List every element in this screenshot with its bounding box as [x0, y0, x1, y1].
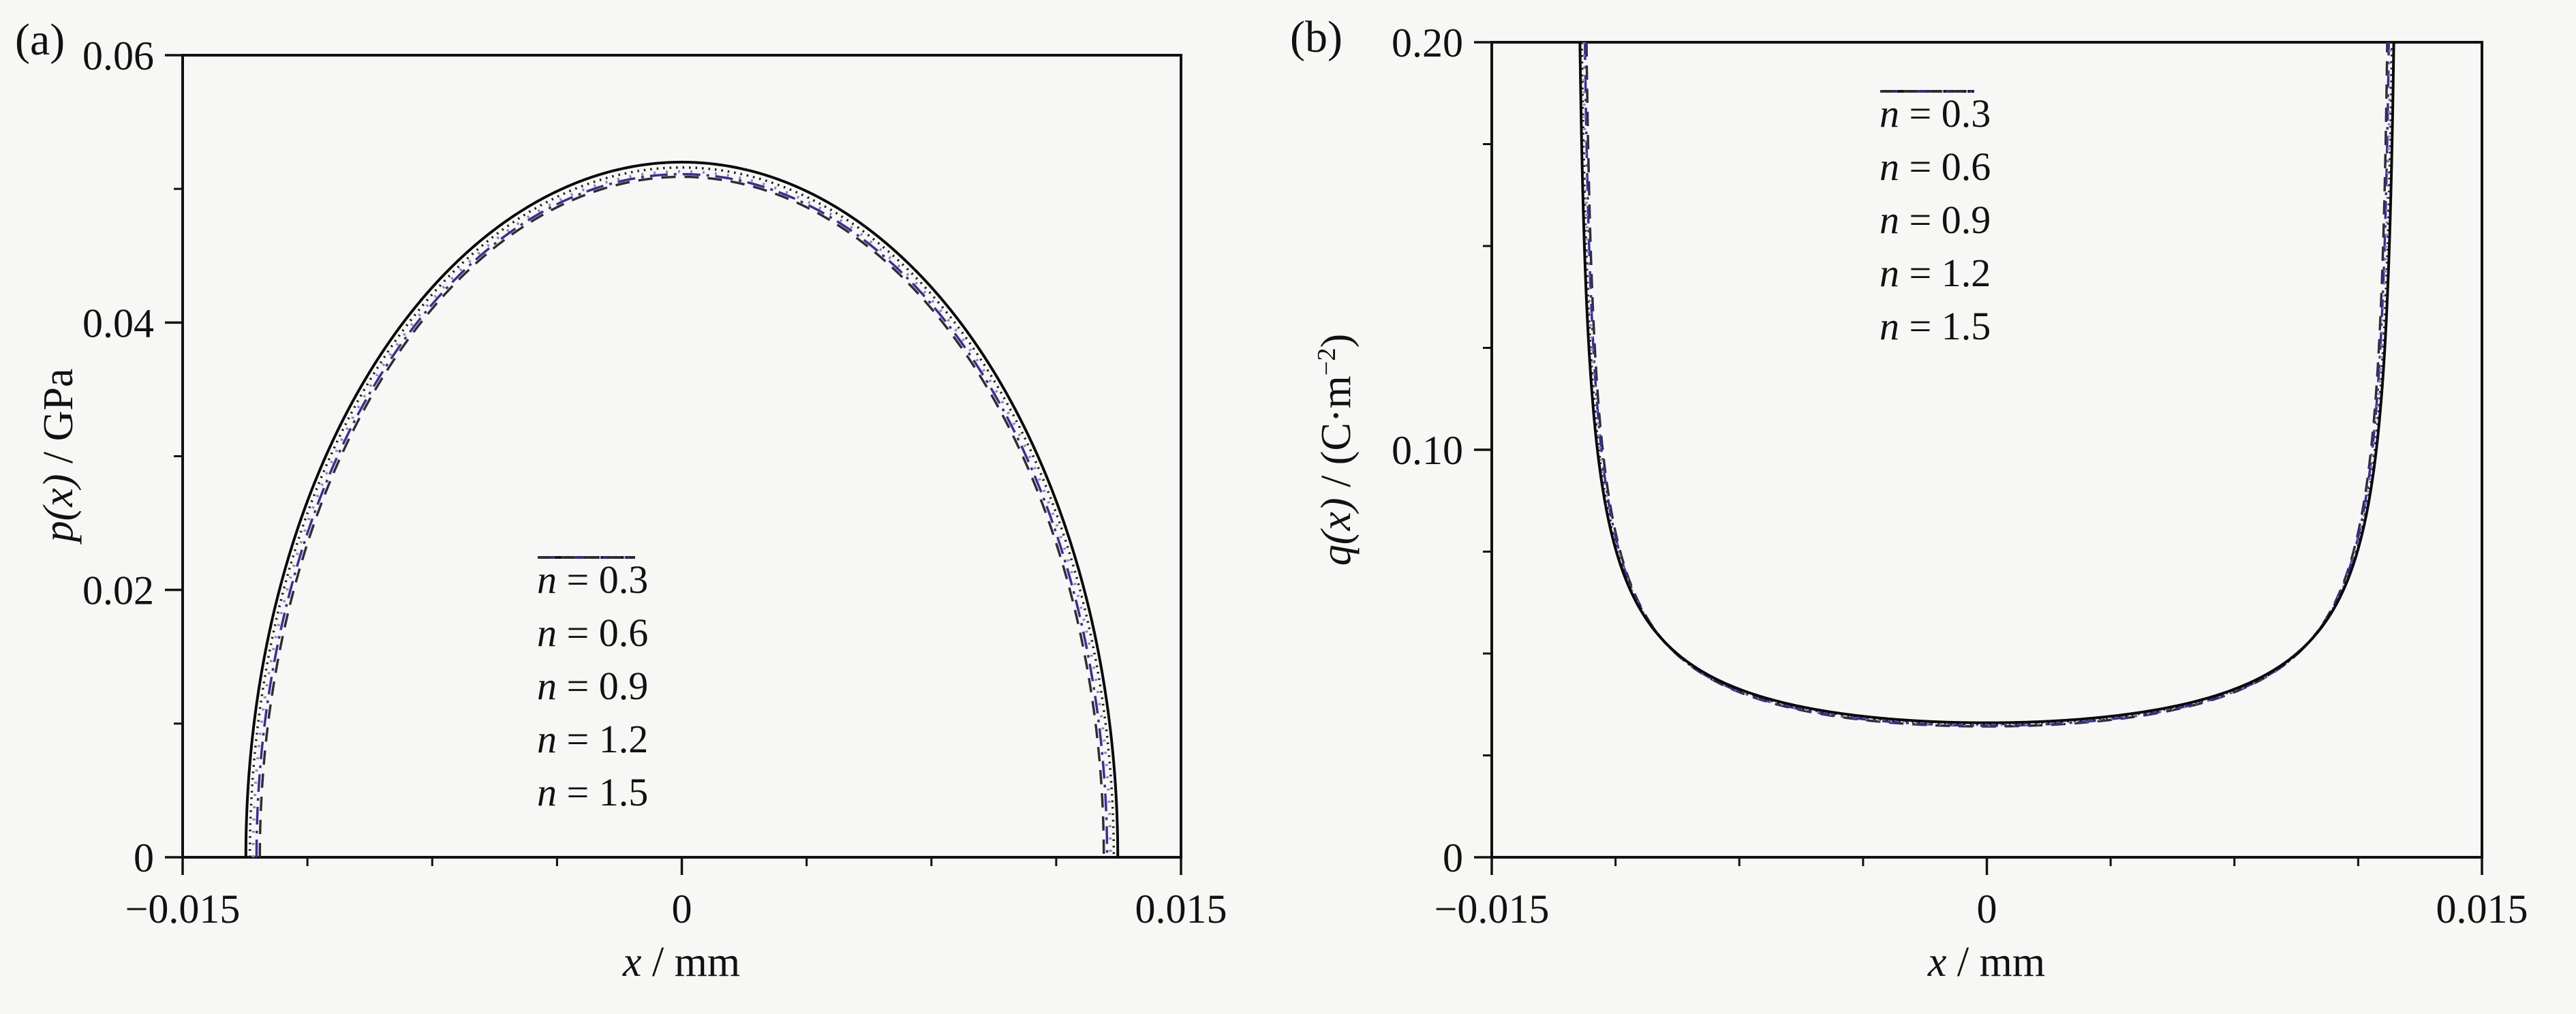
- legend-label: n = 1.2: [1880, 251, 1991, 295]
- x-tick-label: 0.015: [1135, 887, 1227, 932]
- legend-label: n = 0.3: [1880, 91, 1991, 136]
- curve-n-0.9: [251, 170, 1112, 858]
- panel-a-x-axis-title: x / mm: [623, 941, 740, 983]
- panel-b-legend: n = 0.3 n = 0.6 n = 0.9 n = 1.2 n = 1.5: [1880, 87, 1991, 353]
- x-tick-label: 0: [1977, 887, 1997, 932]
- x-variable: x: [622, 939, 642, 985]
- legend-item-n-1.2: n = 1.2: [537, 556, 649, 766]
- panel-b-y-axis-title: q(x) / (C·m−2): [1313, 333, 1360, 566]
- legend-label: n = 0.3: [537, 557, 649, 602]
- legend-item-n-1.5: n = 1.5: [537, 556, 649, 819]
- legend-item-n-1.5: n = 1.5: [1880, 90, 1991, 353]
- x-tick-label: −0.015: [1435, 887, 1550, 932]
- legend-label: n = 0.6: [1880, 144, 1991, 189]
- panel-b-axes: −0.015 0 0.015 0 0.10 0.20: [1392, 20, 2528, 932]
- y-tick-label: 0.20: [1392, 20, 1463, 65]
- legend-label: n = 0.9: [537, 664, 649, 708]
- y-tick-label: 0: [1443, 835, 1463, 880]
- y-variable: p(x): [35, 474, 82, 542]
- legend-item-n-0.6: n = 0.6: [537, 556, 649, 660]
- legend-item-n-0.9: n = 0.9: [537, 556, 649, 713]
- plot-frame: [181, 54, 1182, 859]
- panel-a-y-axis-title: p(x) / GPa: [35, 368, 82, 542]
- legend-label: n = 1.5: [537, 770, 649, 814]
- x-tick-label: 0.015: [2436, 887, 2528, 932]
- legend-item-n-0.9: n = 0.9: [1880, 90, 1991, 247]
- x-unit: / mm: [641, 939, 741, 985]
- panel-a-legend: n = 0.3 n = 0.6 n = 0.9 n = 1.2 n = 1.5: [537, 553, 648, 819]
- y-unit-exponent: −2: [1313, 348, 1342, 376]
- legend-label: n = 0.6: [537, 611, 649, 655]
- curve-n-1.5: [258, 175, 1105, 858]
- legend-item-n-0.3: n = 0.3: [1880, 87, 1991, 140]
- legend-item-n-1.2: n = 1.2: [1880, 90, 1991, 300]
- y-tick-label: 0.06: [82, 33, 154, 78]
- panel-b-label: (b): [1290, 12, 1343, 62]
- legend-line-sample: [1880, 90, 1974, 93]
- y-unit-close: ): [1313, 333, 1360, 348]
- y-tick-label: 0.02: [82, 568, 154, 613]
- curve-n-0.3: [244, 160, 1120, 858]
- y-unit: / (C·m: [1313, 375, 1360, 498]
- x-unit: / mm: [1946, 939, 2046, 985]
- y-variable: q(x): [1313, 497, 1360, 566]
- y-tick-label: 0: [134, 835, 154, 880]
- legend-label: n = 0.9: [1880, 198, 1991, 242]
- curve-n-0.3: [1578, 42, 2395, 724]
- legend-label: n = 1.2: [537, 717, 649, 761]
- y-tick-label: 0.10: [1392, 428, 1463, 473]
- y-unit: / GPa: [35, 368, 82, 474]
- panel-b-x-axis-title: x / mm: [1928, 941, 2045, 983]
- panel-a-axes: −0.015 0 0.015 0 0.02 0.04 0.06: [82, 33, 1227, 932]
- x-variable: x: [1927, 939, 1947, 985]
- legend-line-sample: [538, 556, 635, 559]
- y-tick-label: 0.04: [82, 301, 154, 345]
- curve-n-0.6: [248, 166, 1116, 858]
- panel-a-label: (a): [15, 15, 65, 65]
- x-tick-label: 0: [672, 887, 692, 932]
- legend-label: n = 1.5: [1880, 304, 1991, 348]
- curve-n-1.2: [255, 172, 1109, 858]
- legend-item-n-0.6: n = 0.6: [1880, 90, 1991, 194]
- x-tick-label: −0.015: [125, 887, 241, 932]
- legend-item-n-0.3: n = 0.3: [537, 553, 648, 606]
